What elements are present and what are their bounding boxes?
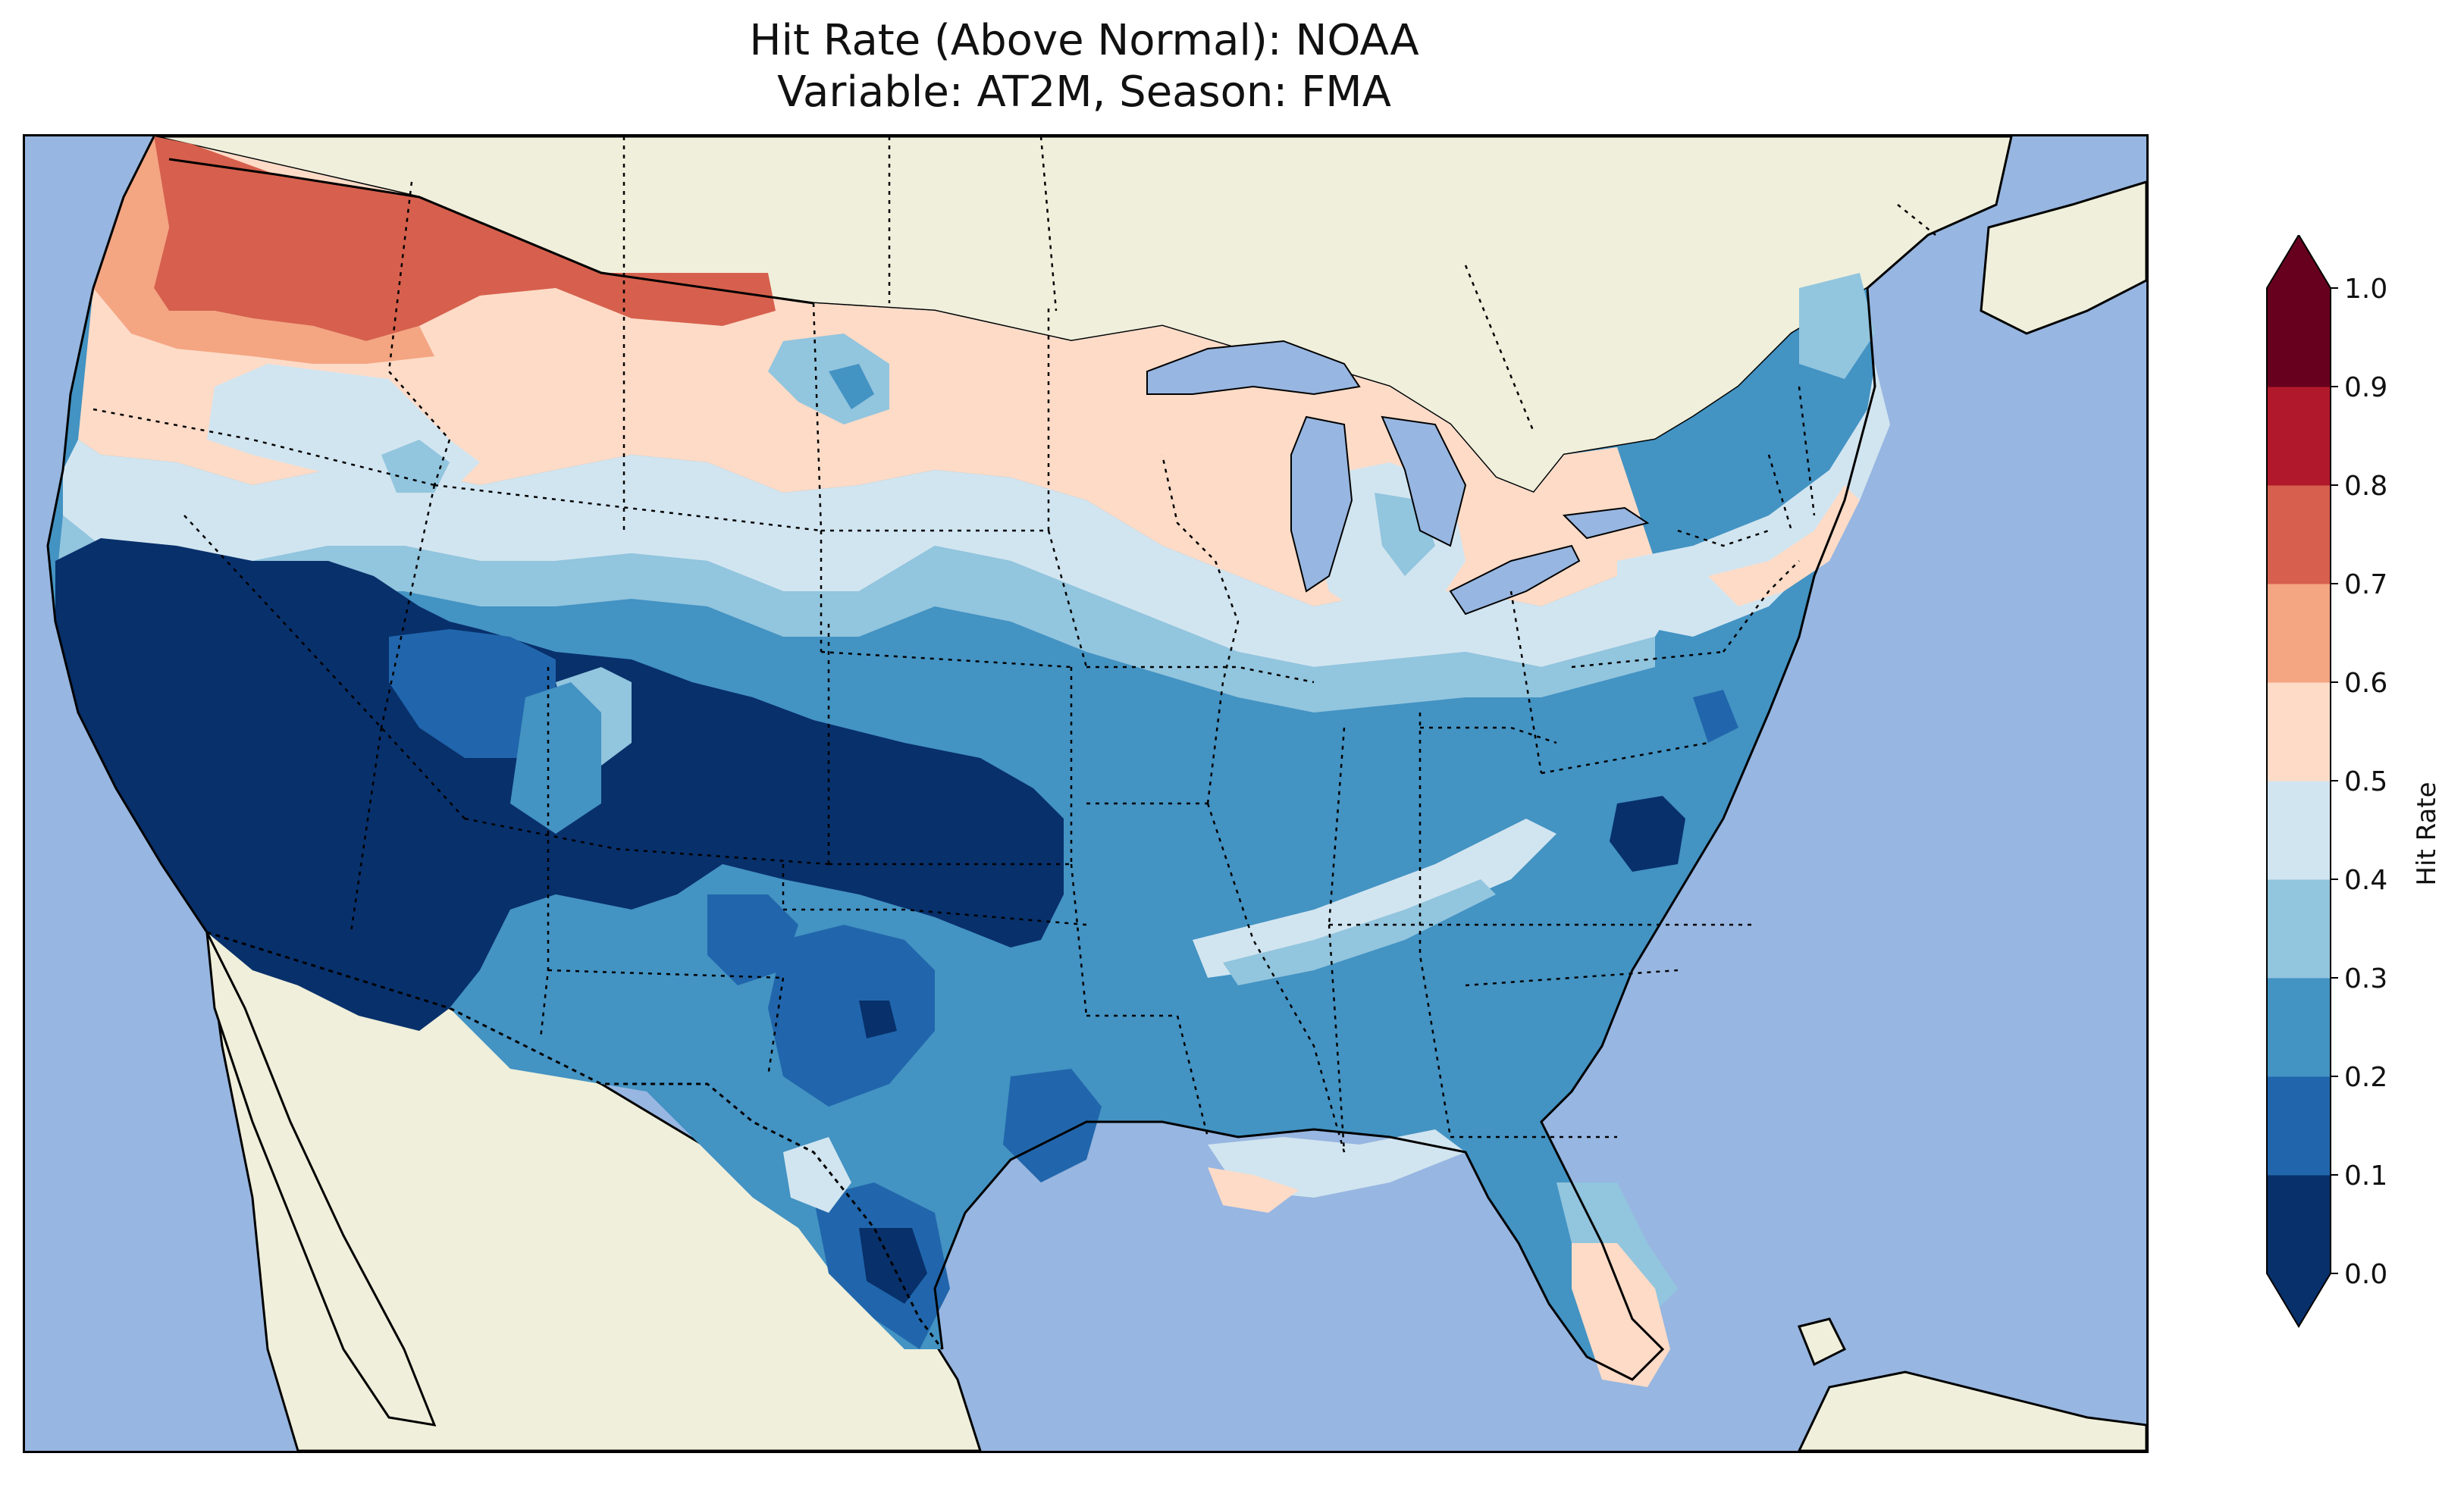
- cuba-land: [1798, 1370, 2146, 1451]
- colorbar-segment: [2267, 485, 2331, 584]
- colorbar-segment: [2267, 978, 2331, 1077]
- texas-panhandle-blue: [768, 925, 935, 1107]
- lake-huron: [1381, 415, 1467, 547]
- chart-title-line2: Variable: AT2M, Season: FMA: [777, 67, 1391, 117]
- colorbar-segments: [2266, 235, 2331, 1328]
- colorbar-segment: [2267, 682, 2331, 781]
- colorbar-tick-label: 0.3: [2344, 963, 2387, 994]
- us-mexico-border: [206, 931, 944, 1350]
- map-svg: [25, 136, 2146, 1451]
- colorbar-tick-label: 0.0: [2344, 1259, 2387, 1290]
- colorbar-segment: [2267, 781, 2331, 880]
- state-borders: [92, 181, 1816, 1153]
- colorbar-label: Hit Rate: [2412, 781, 2442, 885]
- colorbar-tick-label: 0.9: [2344, 372, 2387, 403]
- east-texas-blue: [1003, 1069, 1102, 1182]
- maritimes-land: [1980, 180, 2146, 335]
- florida-salmon: [1572, 1243, 1670, 1387]
- baja-land: [205, 932, 437, 1427]
- colorbar-segment: [2267, 288, 2331, 387]
- colorbar-tick-label: 0.5: [2344, 766, 2387, 797]
- colorbar-tick-label: 0.1: [2344, 1160, 2387, 1192]
- colorbar-extend-min: [2267, 1273, 2331, 1326]
- new-mexico-dark-blue-patch: [707, 894, 798, 985]
- colorbar-segment: [2267, 584, 2331, 683]
- colorbar-segment: [2267, 1076, 2331, 1176]
- lake-superior: [1146, 340, 1361, 396]
- colorbar-tick-label: 0.8: [2344, 471, 2387, 502]
- lake-erie: [1449, 544, 1581, 615]
- map-frame: [23, 134, 2149, 1453]
- virginia-dark-spot: [1610, 796, 1685, 872]
- dakota-mid-blue-patch: [829, 364, 874, 409]
- colorbar-tick-label: 0.4: [2344, 865, 2387, 896]
- gulf-coast-pale: [1208, 1129, 1466, 1198]
- utah-mid-blue-inner: [510, 682, 601, 834]
- texas-dark-spot: [859, 1001, 897, 1038]
- colorbar-tick-label: 0.2: [2344, 1062, 2387, 1093]
- chesapeake-dark-spot: [1693, 690, 1738, 743]
- northeast-salmon: [1708, 485, 1860, 606]
- pacific-nw-salmon-fringe: [93, 136, 434, 364]
- south-texas-dark: [859, 1228, 927, 1304]
- northeast-pale: [1617, 364, 1890, 637]
- colorbar-ticks: 0.0 0.1 0.2 0.3 0.4 0.5 0.6 0.7 0.8 0.9 1.0: [2331, 274, 2387, 1290]
- new-mexico-mid-region: [450, 894, 738, 1084]
- canada-province-borders: [622, 136, 1936, 433]
- tennessee-valley-inner: [1223, 879, 1496, 985]
- colorbar-segment: [2267, 879, 2331, 979]
- colorbar-segment: [2267, 387, 2331, 486]
- colorbar-extend-max: [2267, 235, 2331, 288]
- pacific-coastline: [46, 136, 208, 933]
- lake-michigan: [1290, 415, 1353, 593]
- great-lakes: [1146, 340, 1650, 615]
- lake-ontario: [1562, 506, 1650, 540]
- us-borders: [46, 136, 1936, 1381]
- utah-mid-blue-patch: [389, 629, 556, 758]
- us-canada-border: [168, 158, 814, 305]
- pacific-nw-red-region: [154, 136, 776, 341]
- tennessee-valley-band: [1193, 819, 1556, 978]
- chart-title-line1: Hit Rate (Above Normal): NOAA: [749, 16, 1419, 65]
- idaho-light-blue-patch: [381, 440, 450, 493]
- colorbar-tick-label: 1.0: [2344, 274, 2387, 305]
- colorbar-tick-label: 0.6: [2344, 668, 2387, 699]
- gulf-coastline: [933, 287, 1876, 1381]
- west-texas-pale: [783, 1137, 851, 1213]
- north-light-blue-band: [55, 515, 1655, 713]
- colorbar: 0.0 0.1 0.2 0.3 0.4 0.5 0.6 0.7 0.8 0.9 1.0 Hit Ra…: [2266, 235, 2442, 1328]
- colorbar-tick-label: 0.7: [2344, 569, 2387, 600]
- louisiana-salmon: [1208, 1167, 1299, 1213]
- colorbar-segment: [2267, 1175, 2331, 1274]
- north-pale-band: [63, 440, 1693, 667]
- maine-light-blue: [1799, 273, 1875, 379]
- bahamas-land: [1797, 1317, 1847, 1367]
